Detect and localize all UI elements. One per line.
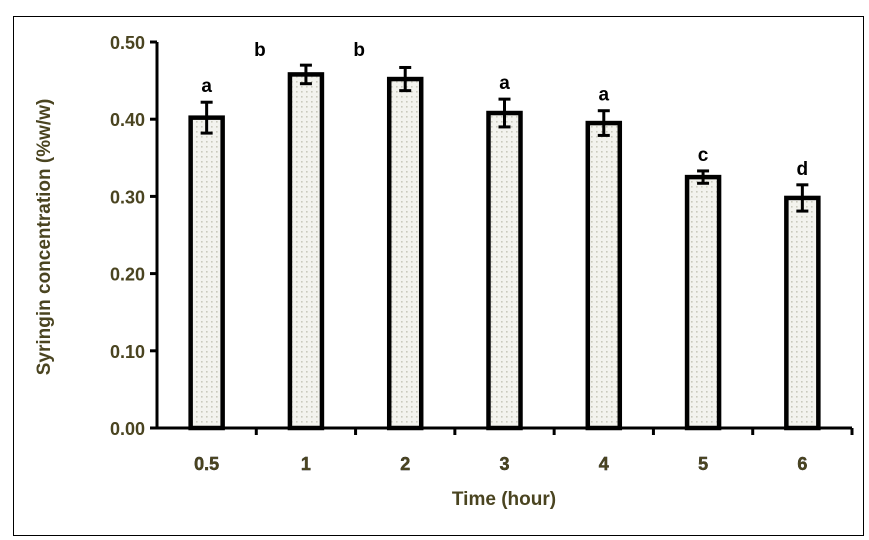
x-tick-label: 0.5 bbox=[194, 454, 219, 474]
axes-layer bbox=[150, 40, 854, 435]
bar bbox=[684, 174, 722, 431]
significance-letter: a bbox=[201, 76, 212, 97]
x-tick-label: 1 bbox=[301, 454, 311, 474]
x-axis-title: Time (hour) bbox=[452, 489, 556, 510]
y-tick-label: 0.30 bbox=[110, 187, 145, 207]
significance-letter: d bbox=[797, 159, 809, 180]
x-tick-label: 3 bbox=[499, 454, 509, 474]
y-tick-label: 0.20 bbox=[110, 265, 145, 285]
bar bbox=[486, 110, 523, 431]
y-tick-label: 0.40 bbox=[110, 110, 145, 130]
bar bbox=[386, 76, 424, 431]
significance-letter: b bbox=[254, 40, 266, 61]
y-axis-title: Syringin concentration (%w/w) bbox=[34, 99, 55, 376]
x-tick-label: 6 bbox=[797, 454, 807, 474]
bar bbox=[784, 195, 821, 431]
chart-frame bbox=[13, 16, 864, 536]
labels-layer: a 0.5 b 1 b 2 a 3 a 4 c 5 d 6 0.00 0.10 0.20 0.30 0.40 0.50 bbox=[110, 33, 808, 474]
x-tick-label: 4 bbox=[599, 454, 609, 474]
significance-letter: a bbox=[499, 73, 510, 94]
significance-letter: a bbox=[598, 85, 609, 106]
x-tick-label: 5 bbox=[698, 454, 708, 474]
bar bbox=[287, 72, 325, 431]
bars-layer bbox=[188, 63, 821, 431]
x-tick-label: 2 bbox=[400, 454, 410, 474]
y-tick-label: 0.10 bbox=[110, 342, 145, 362]
bar bbox=[188, 115, 225, 431]
bar bbox=[585, 120, 623, 431]
y-tick-label: 0.50 bbox=[110, 33, 145, 53]
significance-letter: b bbox=[353, 40, 365, 61]
y-tick-label: 0.00 bbox=[110, 419, 145, 439]
significance-letter: c bbox=[698, 145, 709, 166]
